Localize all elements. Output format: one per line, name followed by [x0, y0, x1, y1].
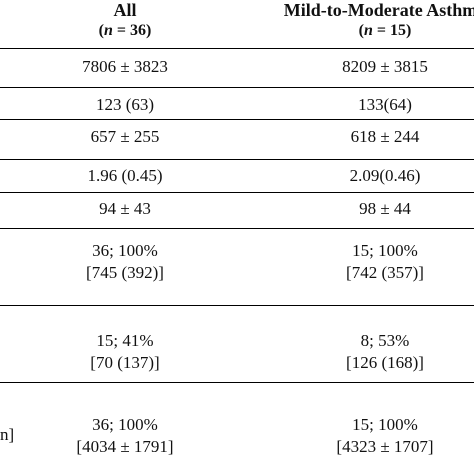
cell-all-row-1: 7806 ± 3823 — [82, 57, 168, 76]
cell-line: [742 (357)] — [346, 263, 424, 282]
header-mild-moderate: Mild-to-Moderate Asthma (n = 15) — [250, 0, 474, 41]
cell-line: 8; 53% — [360, 331, 410, 350]
header-rule — [0, 48, 474, 49]
cell-line: [126 (168)] — [346, 353, 424, 372]
cell-mild-row-6: 15; 100% [742 (357)] — [250, 240, 474, 284]
cell-line: [4323 ± 1707] — [336, 437, 434, 456]
cell-mild-row-2: 133(64) — [358, 95, 412, 114]
cell-mild-row-8: 15; 100% [4323 ± 1707] — [250, 414, 474, 458]
cell-mild-row-4: 2.09(0.46) — [349, 166, 421, 185]
cell-line: 36; 100% — [92, 241, 158, 260]
row-divider — [0, 192, 474, 193]
row-divider — [0, 119, 474, 120]
cell-all-row-8: 36; 100% [4034 ± 1791] — [0, 414, 250, 458]
cell-all-row-4: 1.96 (0.45) — [87, 166, 163, 185]
header-all: All (n = 36) — [0, 0, 250, 41]
row-divider — [0, 228, 474, 229]
cell-line: 15; 100% — [352, 241, 418, 260]
cell-line: 15; 41% — [96, 331, 154, 350]
row-divider — [0, 382, 474, 383]
cell-all-row-7: 15; 41% [70 (137)] — [0, 330, 250, 374]
cell-all-row-6: 36; 100% [745 (392)] — [0, 240, 250, 284]
header-all-n: (n = 36) — [98, 22, 152, 39]
cell-mild-row-3: 618 ± 244 — [350, 127, 420, 146]
cell-line: 15; 100% — [352, 415, 418, 434]
cell-line: [70 (137)] — [90, 353, 160, 372]
cell-mild-row-5: 98 ± 44 — [359, 199, 411, 218]
cell-line: 36; 100% — [92, 415, 158, 434]
cell-line: [4034 ± 1791] — [76, 437, 174, 456]
cell-mild-row-7: 8; 53% [126 (168)] — [250, 330, 474, 374]
header-mild-title: Mild-to-Moderate Asthma — [283, 0, 474, 20]
cell-all-row-3: 657 ± 255 — [90, 127, 160, 146]
cell-all-row-2: 123 (63) — [95, 95, 155, 114]
cell-mild-row-1: 8209 ± 3815 — [342, 57, 428, 76]
header-all-title: All — [113, 0, 137, 20]
cell-all-row-5: 94 ± 43 — [99, 199, 151, 218]
row-divider — [0, 305, 474, 306]
row-divider — [0, 87, 474, 88]
cell-line: [745 (392)] — [86, 263, 164, 282]
header-mild-n: (n = 15) — [358, 22, 412, 39]
row-label-fragment: n] — [0, 425, 15, 444]
row-divider — [0, 159, 474, 160]
